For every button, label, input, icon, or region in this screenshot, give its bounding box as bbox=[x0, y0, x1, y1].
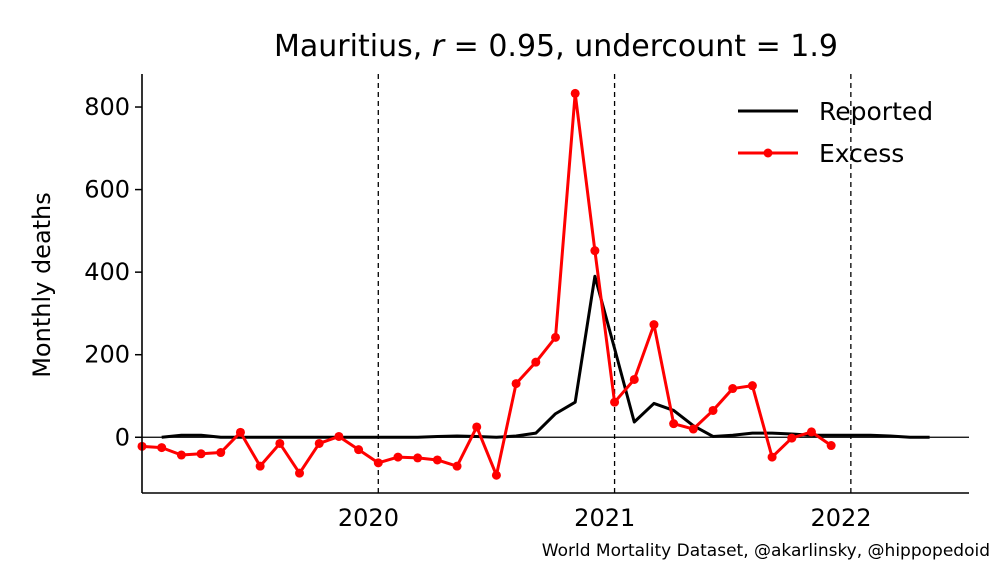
excess-point-6 bbox=[255, 461, 265, 471]
title-country: Mauritius, bbox=[274, 29, 432, 64]
title-r-symbol: r bbox=[432, 29, 446, 64]
excess-point-20 bbox=[531, 357, 541, 367]
excess-point-13 bbox=[393, 452, 403, 462]
excess-point-22 bbox=[570, 88, 580, 98]
excess-point-29 bbox=[708, 405, 718, 415]
excess-point-26 bbox=[649, 320, 659, 330]
excess-point-11 bbox=[354, 445, 364, 455]
y-axis-label: Monthly deaths bbox=[28, 192, 56, 378]
excess-point-2 bbox=[176, 450, 186, 460]
legend-excess-marker bbox=[763, 148, 773, 158]
excess-point-32 bbox=[767, 452, 777, 462]
excess-point-5 bbox=[235, 427, 245, 437]
excess-point-12 bbox=[373, 458, 383, 468]
y-tick-label-200: 200 bbox=[84, 341, 130, 369]
excess-point-28 bbox=[688, 424, 698, 434]
excess-point-31 bbox=[747, 381, 757, 391]
excess-point-35 bbox=[826, 441, 836, 451]
excess-point-4 bbox=[216, 448, 226, 458]
excess-point-23 bbox=[590, 246, 600, 256]
x-tick-label-2021: 2021 bbox=[574, 504, 635, 532]
y-tick-label-400: 400 bbox=[84, 258, 130, 286]
excess-point-27 bbox=[669, 419, 679, 429]
legend-excess-label: Excess bbox=[819, 139, 904, 168]
excess-point-15 bbox=[432, 455, 442, 465]
x-tick-label-2022: 2022 bbox=[810, 504, 871, 532]
excess-point-19 bbox=[511, 379, 521, 389]
excess-point-34 bbox=[806, 427, 816, 437]
y-tick-label-600: 600 bbox=[84, 176, 130, 204]
y-tick-label-800: 800 bbox=[84, 93, 130, 121]
excess-point-25 bbox=[629, 374, 639, 384]
y-tick-label-0: 0 bbox=[115, 423, 130, 451]
excess-point-18 bbox=[491, 470, 501, 480]
excess-point-30 bbox=[728, 384, 738, 394]
excess-point-10 bbox=[334, 431, 344, 441]
excess-point-16 bbox=[452, 461, 462, 471]
excess-point-3 bbox=[196, 449, 206, 459]
x-tick-label-2020: 2020 bbox=[338, 504, 399, 532]
excess-point-17 bbox=[472, 422, 482, 432]
reported-line bbox=[161, 274, 930, 439]
credit-text: World Mortality Dataset, @akarlinsky, @h… bbox=[542, 541, 990, 561]
excess-point-21 bbox=[551, 332, 560, 342]
excess-point-7 bbox=[275, 438, 285, 448]
excess-point-14 bbox=[413, 453, 423, 463]
excess-point-1 bbox=[157, 443, 167, 453]
chart-title: Mauritius, r = 0.95, undercount = 1.9 bbox=[274, 29, 838, 64]
excess-point-33 bbox=[787, 433, 797, 443]
legend-reported-label: Reported bbox=[819, 97, 933, 126]
title-values: = 0.95, undercount = 1.9 bbox=[444, 29, 838, 64]
excess-point-24 bbox=[610, 397, 620, 407]
excess-point-8 bbox=[295, 468, 305, 478]
axes: 0 200 400 600 800 2020 2021 2022 bbox=[84, 74, 969, 532]
excess-point-9 bbox=[314, 438, 324, 448]
plot-area bbox=[137, 74, 969, 493]
excess-line bbox=[141, 91, 833, 477]
legend: Reported Excess bbox=[738, 97, 933, 168]
